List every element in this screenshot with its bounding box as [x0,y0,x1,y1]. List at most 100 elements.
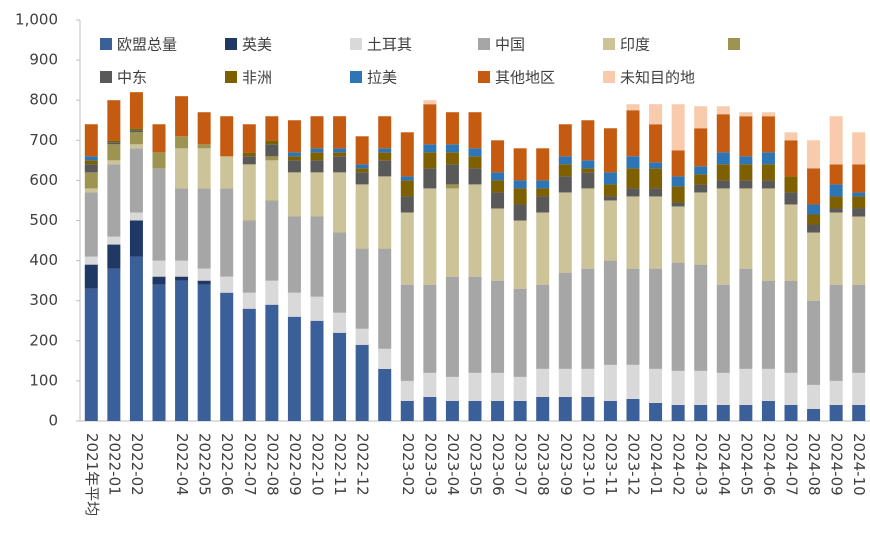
bar-segment [333,332,347,421]
bar-segment [536,212,550,285]
bar-segment [175,136,189,149]
bar-segment [829,380,843,405]
x-tick-label: 2023-06 [489,433,507,496]
bar-segment [333,232,347,313]
bar-segment [423,188,437,285]
bar-segment [649,104,663,125]
y-tick-label: 0 [48,412,58,430]
bar-segment [220,156,234,189]
bar-segment [649,162,663,169]
legend-label: 拉美 [367,69,397,87]
bar-segment [220,276,234,293]
bar-segment [175,260,189,277]
bar-segment [310,116,324,149]
bar-segment [84,172,98,189]
bar-segment [603,184,617,197]
bar-segment [84,256,98,265]
bar-segment [445,376,459,401]
bar-segment [581,396,595,421]
bar-segment [378,160,392,177]
bar-segment [287,152,301,157]
bar-segment [445,184,459,189]
x-tick-label: 2023-05 [467,433,485,496]
bar-segment [626,168,640,189]
bar-segment [536,180,550,189]
bar-segment [671,404,685,421]
legend-swatch [350,38,362,50]
bar-segment [807,140,821,169]
bar-segment [513,188,527,205]
bar-segment [626,110,640,157]
x-tick-label: 2023-04 [444,433,462,496]
bar-segment [761,188,775,281]
bar-segment [807,204,821,215]
bar-segment [129,212,143,221]
bar-segment [784,404,798,421]
bar-segment [423,104,437,145]
bar-segment [603,200,617,261]
legend-label: 欧盟总量 [117,36,177,54]
bar-segment [378,368,392,421]
bar-segment [84,192,98,257]
bar-segment [287,216,301,293]
bar-segment [807,232,821,301]
y-tick-label: 200 [29,331,58,349]
bar-segment [558,156,572,165]
bar-segment [378,248,392,349]
bar-segment [242,308,256,421]
bar-segment [423,144,437,153]
bar-segment [333,116,347,149]
bar-segment [107,164,121,237]
bar-segment [400,180,414,197]
bar-segment [739,156,753,165]
bar-segment [129,148,143,213]
bar-segment [852,284,866,373]
bar-segment [716,404,730,421]
bar-segment [333,152,347,157]
bar-segment [513,288,527,377]
legend-label: 未知目的地 [620,69,695,87]
bar-segment [310,296,324,321]
bar-segment [716,106,730,115]
x-tick-label: 2023-09 [557,433,575,496]
bar-segment [107,236,121,245]
bar-segment [829,116,843,165]
bar-segment [716,372,730,405]
y-tick-label: 700 [29,131,58,149]
bar-segment [694,370,708,405]
bar-segment [807,168,821,205]
legend-label: 非洲 [242,69,272,87]
x-tick-label: 2022-05 [196,433,214,496]
bar-segment [739,180,753,189]
bar-segment [107,144,121,161]
legend-swatch [478,71,490,83]
x-tick-label: 2024-10 [850,433,868,496]
bar-segment [400,212,414,285]
bar-segment [152,124,166,153]
bar-segment [829,284,843,381]
bar-segment [513,376,527,401]
legend-label: 英美 [242,36,272,54]
bar-segment [558,192,572,273]
bar-segment [536,148,550,181]
bar-segment [603,196,617,201]
x-tick-label: 2022-04 [173,433,191,496]
bar-segment [807,384,821,409]
x-tick-label: 2022-12 [354,433,372,496]
bar-segment [355,168,369,173]
bar-segment [558,272,572,369]
bar-segment [581,168,595,173]
legend-swatch [603,38,615,50]
bar-segment [852,216,866,285]
bar-segment [694,192,708,265]
bar-segment [423,168,437,189]
x-tick-label: 2024-01 [647,433,665,496]
bar-segment [761,164,775,181]
bar-segment [784,372,798,405]
bar-segment [603,172,617,185]
bar-segment [581,172,595,189]
bar-segment [491,140,505,173]
bar-segment [603,128,617,173]
bar-segment [355,172,369,185]
bar-segment [378,348,392,369]
